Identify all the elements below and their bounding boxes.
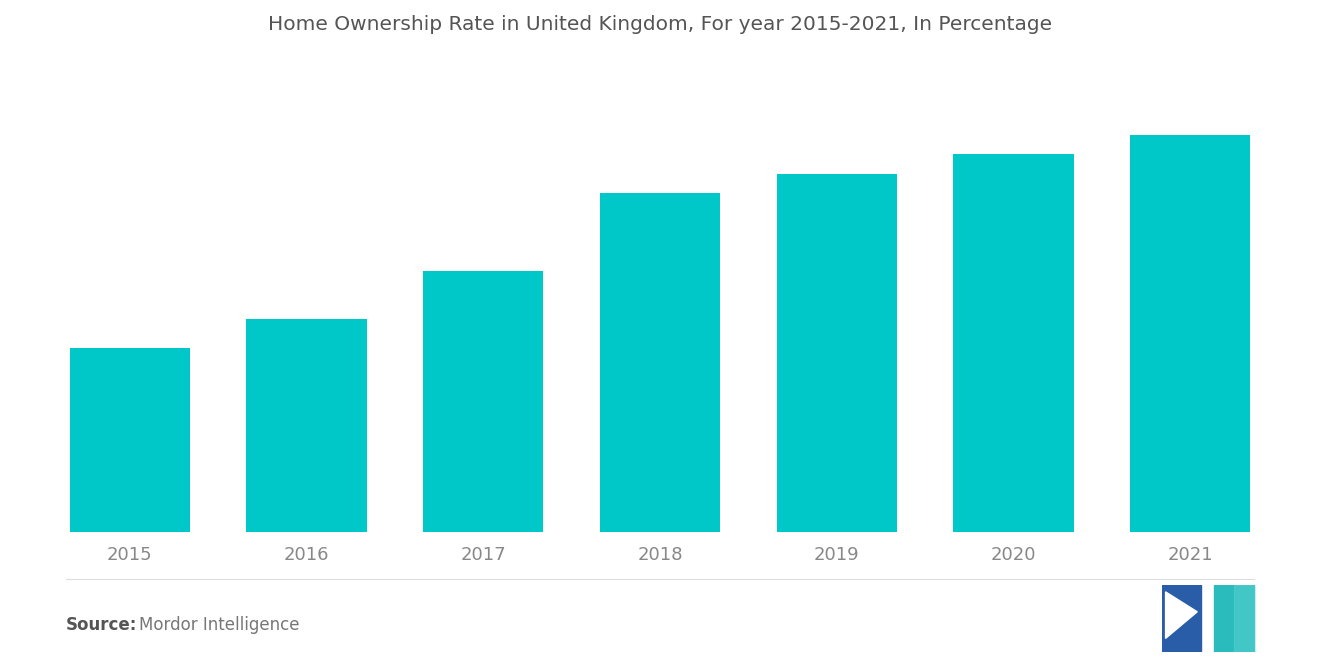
Bar [1130,135,1250,531]
Bar [424,271,544,531]
Bar [599,193,721,531]
Text: Source:: Source: [66,616,137,634]
Polygon shape [1214,585,1254,652]
Polygon shape [1162,585,1201,652]
Bar [953,154,1073,531]
Title: Home Ownership Rate in United Kingdom, For year 2015-2021, In Percentage: Home Ownership Rate in United Kingdom, F… [268,15,1052,34]
Polygon shape [1234,585,1254,652]
Bar [247,319,367,531]
Bar [776,174,896,531]
Text: Mordor Intelligence: Mordor Intelligence [139,616,300,634]
Polygon shape [1166,592,1197,638]
Bar [70,348,190,531]
